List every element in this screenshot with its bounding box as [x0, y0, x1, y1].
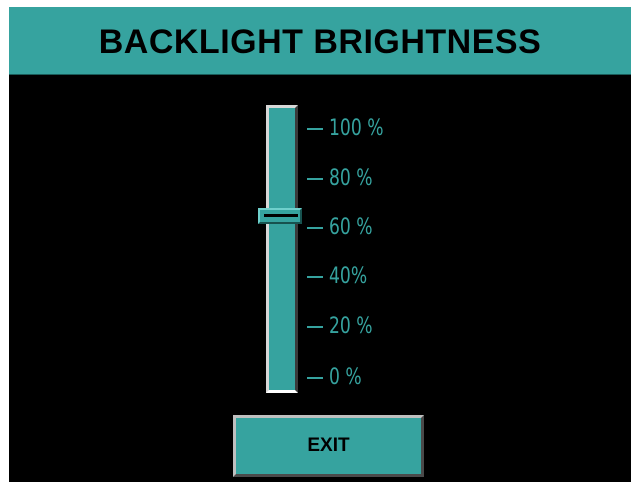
- tick-mark: [307, 128, 323, 130]
- scale-label-20: 20 %: [329, 314, 373, 339]
- title-bar: BACKLIGHT BRIGHTNESS: [9, 7, 631, 75]
- page-title: BACKLIGHT BRIGHTNESS: [98, 23, 542, 61]
- scale-tick-60: 60 %: [307, 216, 385, 240]
- scale-label-0: 0 %: [329, 365, 362, 390]
- exit-button[interactable]: EXIT: [233, 415, 424, 477]
- scale-label-60: 60 %: [329, 215, 373, 240]
- scale-tick-0: 0 %: [307, 366, 371, 390]
- tick-mark: [307, 227, 323, 229]
- brightness-screen: BACKLIGHT BRIGHTNESS 100 % 80 % 60 % 40%…: [9, 7, 631, 482]
- scale-tick-100: 100 %: [307, 117, 399, 141]
- tick-mark: [307, 326, 323, 328]
- scale-label-100: 100 %: [329, 116, 384, 141]
- scale-label-40: 40%: [329, 264, 368, 289]
- scale-tick-80: 80 %: [307, 167, 385, 191]
- scale-tick-20: 20 %: [307, 315, 385, 339]
- tick-mark: [307, 178, 323, 180]
- scale-tick-40: 40%: [307, 265, 378, 289]
- tick-mark: [307, 377, 323, 379]
- brightness-slider-track[interactable]: [266, 105, 298, 393]
- scale-label-80: 80 %: [329, 166, 373, 191]
- exit-button-label: EXIT: [307, 435, 350, 456]
- brightness-slider-thumb[interactable]: [258, 208, 302, 225]
- tick-mark: [307, 276, 323, 278]
